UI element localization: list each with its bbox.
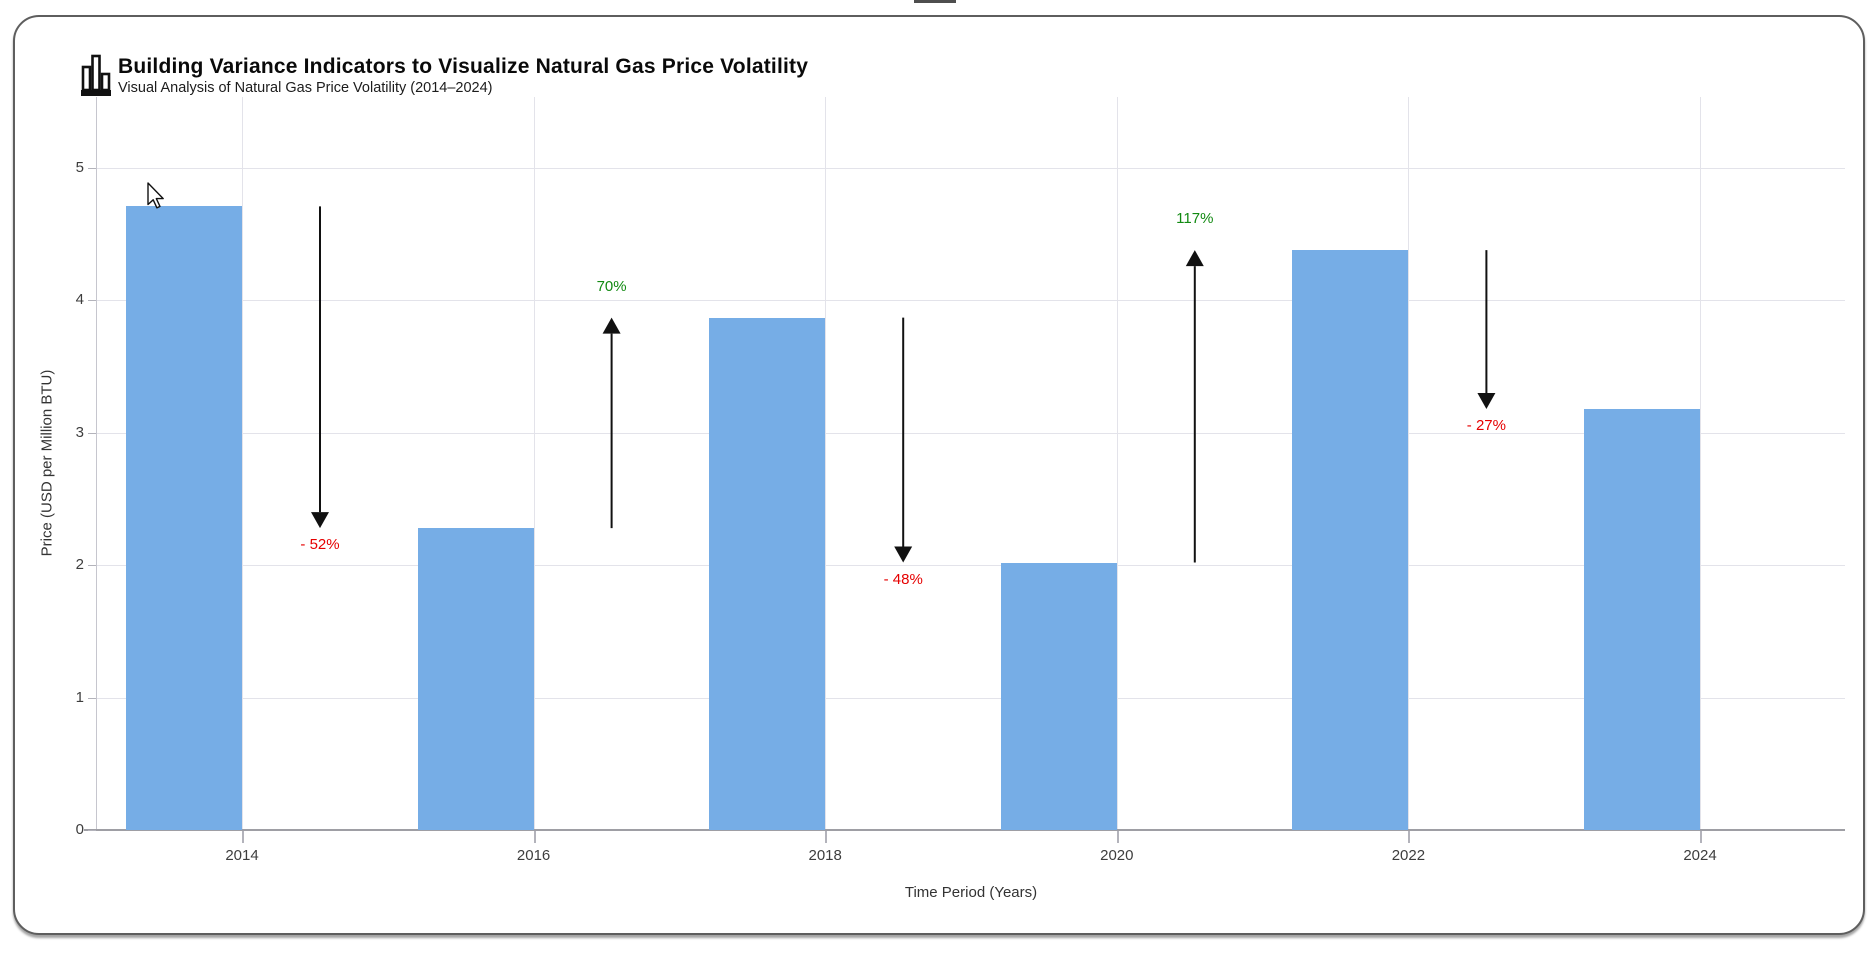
y-axis-title: Price (USD per Million BTU): [38, 369, 56, 557]
y-tick-label: 0: [75, 821, 84, 838]
y-tick: [88, 432, 96, 434]
y-tick-label: 2: [75, 556, 84, 574]
y-tick: [88, 565, 96, 567]
bar-2024[interactable]: [1584, 408, 1700, 830]
x-tick: [1116, 831, 1119, 843]
bar-2014[interactable]: [126, 206, 242, 830]
y-tick: [88, 168, 96, 169]
x-tick-label: 2020: [1100, 847, 1134, 864]
y-tick-label: 3: [75, 423, 84, 441]
h-gridline: [97, 697, 1845, 699]
h-gridline: [97, 565, 1845, 567]
y-axis-line: [96, 97, 97, 830]
v-gridline: [1116, 97, 1118, 830]
y-tick: [88, 300, 96, 302]
bar-2018[interactable]: [709, 317, 826, 830]
x-axis-title: Time Period (Years): [904, 884, 1038, 901]
v-gridline: [242, 97, 243, 830]
page-subtitle: Visual Analysis of Natural Gas Price Vol…: [118, 80, 493, 96]
v-gridline: [533, 97, 535, 830]
x-tick: [1408, 831, 1411, 843]
y-tick: [88, 697, 96, 699]
x-tick: [825, 831, 828, 843]
bar-2022[interactable]: [1292, 250, 1409, 830]
x-tick-label: 2022: [1391, 847, 1426, 864]
variance-label: - 27%: [1466, 416, 1506, 434]
variance-label: 70%: [596, 277, 627, 295]
h-gridline: [97, 432, 1845, 434]
x-tick-label: 2014: [225, 847, 259, 864]
x-tick-label: 2024: [1683, 847, 1717, 864]
variance-label: - 48%: [883, 570, 923, 588]
bar-2020[interactable]: [1000, 562, 1117, 830]
page-title: Building Variance Indicators to Visualiz…: [118, 55, 809, 78]
variance-label: 117%: [1176, 210, 1214, 228]
variance-label: - 52%: [300, 536, 340, 554]
h-gridline: [97, 168, 1845, 169]
x-tick: [242, 831, 244, 843]
x-tick: [533, 831, 536, 843]
x-tick-label: 2016: [516, 847, 551, 864]
x-tick: [1700, 831, 1702, 843]
v-gridline: [1700, 97, 1701, 830]
bar-chart-icon: [81, 53, 111, 96]
y-tick-label: 4: [75, 291, 84, 309]
x-axis-line: [84, 829, 1845, 831]
y-tick-label: 5: [75, 159, 84, 176]
v-gridline: [1408, 97, 1410, 830]
y-tick-label: 1: [75, 688, 84, 706]
top-window-bar: [914, 0, 956, 3]
h-gridline: [97, 300, 1845, 302]
x-tick-label: 2018: [808, 847, 842, 864]
y-tick: [88, 830, 96, 831]
v-gridline: [825, 97, 827, 830]
bar-2016[interactable]: [417, 528, 534, 830]
